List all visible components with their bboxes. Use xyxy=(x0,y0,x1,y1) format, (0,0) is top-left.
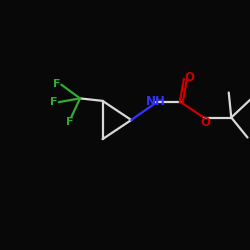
Text: NH: NH xyxy=(146,95,166,108)
Text: O: O xyxy=(200,116,210,128)
Text: O: O xyxy=(185,71,195,84)
Text: F: F xyxy=(66,117,74,127)
Text: F: F xyxy=(53,79,60,89)
Text: F: F xyxy=(50,97,57,107)
